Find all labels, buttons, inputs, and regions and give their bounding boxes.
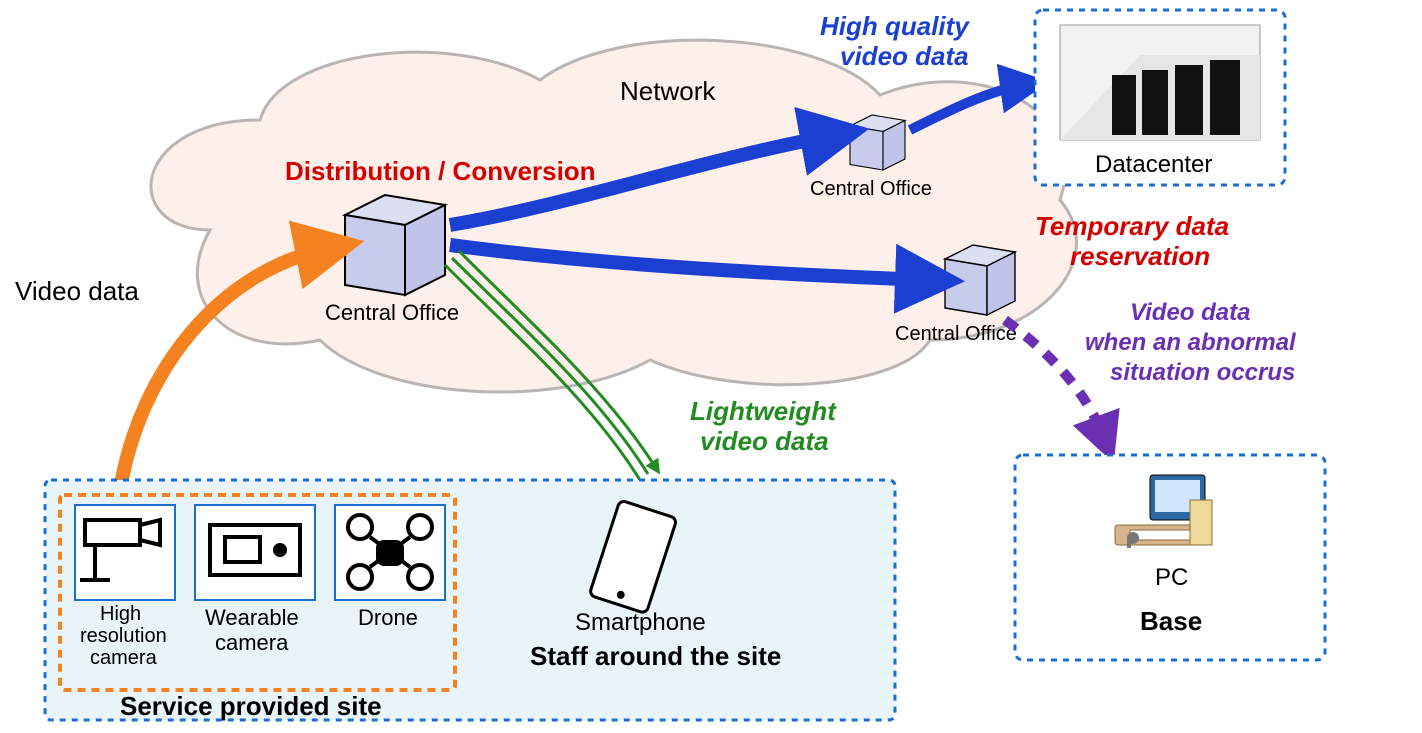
svg-text:Drone: Drone [358, 605, 418, 630]
staff-label: Staff around the site [530, 641, 781, 671]
svg-text:resolution: resolution [80, 625, 167, 647]
svg-text:PC: PC [1155, 564, 1188, 591]
svg-text:Central Office: Central Office [895, 323, 1017, 345]
base-box: PC Base [1015, 455, 1325, 660]
central-office-main: Central Office [325, 195, 459, 325]
service-site-label: Service provided site [120, 691, 382, 721]
site-box: Service provided site Staff around the s… [45, 480, 895, 721]
svg-text:Datacenter: Datacenter [1095, 151, 1212, 178]
lw-label-2: video data [700, 426, 829, 456]
svg-text:Smartphone: Smartphone [575, 609, 706, 636]
svg-text:Central Office: Central Office [810, 178, 932, 200]
datacenter-box: Datacenter [1035, 10, 1285, 185]
hq-label-1: High quality [820, 11, 970, 41]
temp-label-1: Temporary data [1035, 211, 1229, 241]
video-data-label: Video data [15, 276, 139, 306]
hq-label-2: video data [840, 41, 969, 71]
svg-text:Central Office: Central Office [325, 300, 459, 325]
distribution-label: Distribution / Conversion [285, 156, 596, 186]
svg-text:camera: camera [90, 647, 158, 669]
svg-text:camera: camera [215, 630, 289, 655]
svg-text:Base: Base [1140, 606, 1202, 636]
svg-text:Wearable: Wearable [205, 605, 299, 630]
svg-text:High: High [100, 603, 141, 625]
abn-label-3: situation occrus [1110, 359, 1295, 386]
device-camera: High resolution camera [75, 505, 175, 669]
abn-label-2: when an abnormal [1085, 329, 1297, 356]
temp-label-2: reservation [1070, 241, 1210, 271]
abn-label-1: Video data [1130, 299, 1250, 326]
network-label: Network [620, 76, 716, 106]
lw-label-1: Lightweight [690, 396, 837, 426]
